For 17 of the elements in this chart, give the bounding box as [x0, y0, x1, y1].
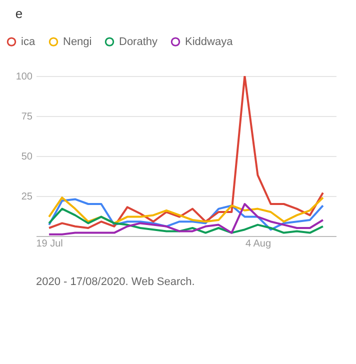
line-series: [48, 203, 324, 236]
y-tick-label: 50: [21, 152, 33, 162]
line-series: [48, 196, 324, 224]
legend-label: Nengi: [63, 36, 92, 48]
chart-title: e: [15, 6, 23, 21]
legend-label: Kiddwaya: [185, 36, 234, 48]
x-tick-label: 19 Jul: [36, 238, 63, 250]
legend-label: ica: [21, 36, 36, 48]
y-tick-label: 100: [16, 72, 33, 82]
x-tick-label: 4 Aug: [245, 238, 272, 250]
text: 2020 - 17/08/2020. Web Search.: [36, 276, 195, 288]
y-tick-label: 75: [21, 112, 33, 122]
line-series: [48, 208, 324, 234]
line-series: [48, 198, 324, 231]
legend-label: Dorathy: [119, 36, 158, 48]
line-series: [48, 76, 324, 229]
y-tick-label: 25: [21, 192, 33, 202]
